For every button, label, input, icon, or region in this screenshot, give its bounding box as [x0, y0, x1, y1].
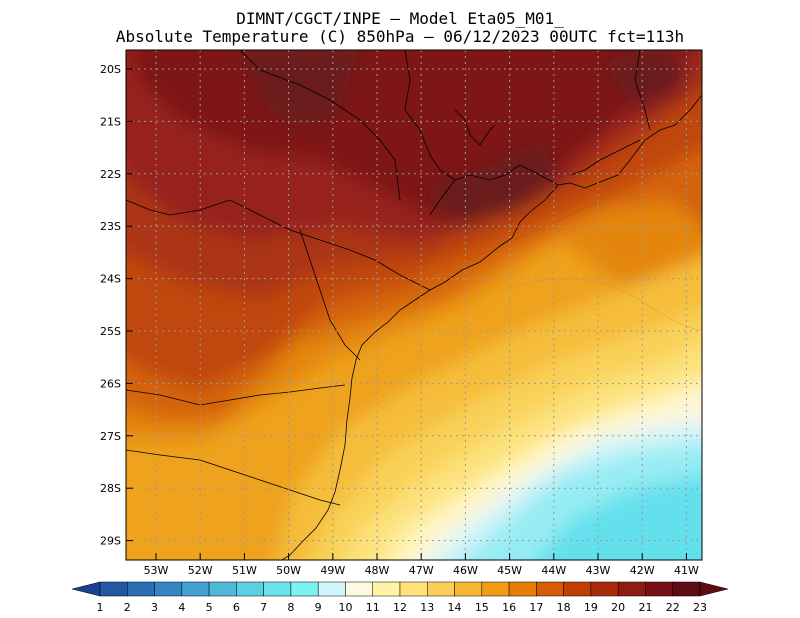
temperature-field	[126, 50, 702, 560]
borders-layer	[126, 50, 702, 560]
colorbar-label: 23	[693, 601, 707, 614]
colorbar-swatch	[563, 581, 592, 597]
colorbar-label: 2	[124, 601, 131, 614]
colorbar-swatch	[99, 581, 128, 597]
colorbar-swatch	[427, 581, 455, 597]
lat-label: 29S	[100, 535, 121, 548]
field-core-23-north	[242, 50, 359, 130]
colorbar-swatch	[617, 581, 646, 597]
colorbar-swatch	[317, 581, 346, 597]
colorbar-label: 10	[338, 601, 352, 614]
colorbar-swatch	[372, 581, 401, 597]
colorbar-upper-arrow	[699, 581, 729, 597]
colorbar-label: 22	[666, 601, 680, 614]
colorbar-label: 16	[502, 601, 516, 614]
colorbar-label: 6	[233, 601, 240, 614]
colorbar-label: 18	[557, 601, 571, 614]
lon-label: 47W	[409, 564, 434, 577]
grid-layer	[126, 50, 702, 560]
colorbar-label: 4	[178, 601, 185, 614]
colorbar-label: 12	[393, 601, 407, 614]
colorbar-swatch	[508, 581, 537, 597]
lat-label: 21S	[100, 115, 121, 128]
plot-frame	[125, 49, 703, 561]
colorbar-swatch	[672, 581, 701, 597]
lon-label: 42W	[630, 564, 655, 577]
lat-label: 28S	[100, 482, 121, 495]
state-border-pr-sp	[299, 229, 361, 361]
colorbar-swatch	[154, 581, 183, 597]
lat-label: 26S	[100, 377, 121, 390]
state-border-pr-sc	[126, 384, 346, 406]
state-border-sp-mg	[404, 50, 456, 181]
lon-label: 52W	[188, 564, 213, 577]
colorbar-swatch	[181, 581, 210, 597]
colorbar-label: 7	[260, 601, 267, 614]
chart-title-line-1: DIMNT/CGCT/INPE — Model Eta05_M01_	[236, 9, 564, 28]
colorbar-swatch	[645, 581, 673, 597]
lon-label: 44W	[541, 564, 566, 577]
colorbar-label: 14	[448, 601, 462, 614]
state-border-mg-es	[634, 50, 651, 131]
state-border-sc-rs	[126, 449, 341, 506]
colorbar-swatch	[263, 581, 292, 597]
colorbar-label: 3	[151, 601, 158, 614]
colorbar-swatch	[536, 581, 564, 597]
colorbar-label: 20	[611, 601, 625, 614]
colorbar-swatch	[454, 581, 483, 597]
coastline	[281, 94, 702, 560]
lat-label: 27S	[100, 430, 121, 443]
field-core-23-northeast	[600, 50, 680, 110]
lon-label: 46W	[453, 564, 478, 577]
colorbar-label: 17	[529, 601, 543, 614]
lon-label: 51W	[232, 564, 257, 577]
lon-label: 43W	[586, 564, 611, 577]
state-border-mg-rj	[569, 139, 641, 176]
colorbar-label: 15	[475, 601, 489, 614]
colorbar-swatch	[290, 581, 319, 597]
lon-label: 53W	[144, 564, 169, 577]
lat-label: 23S	[100, 220, 121, 233]
colorbar-swatch	[236, 581, 264, 597]
state-border-sp-rj	[429, 164, 559, 216]
colorbar-swatch	[590, 581, 619, 597]
state-border-ms-pr	[126, 199, 431, 291]
lon-label: 49W	[320, 564, 345, 577]
colorbar-label: 5	[206, 601, 213, 614]
colorbar: 1 2 3 4 5 6 7 8 9 10 11 12 13 14 15 16 17 18 19 20 21 22 23	[71, 581, 729, 614]
lon-label: 45W	[497, 564, 522, 577]
contour-13	[359, 364, 702, 560]
field-band-8	[536, 474, 702, 560]
chart-title-line-2: Absolute Temperature (C) 850hPa — 06/12/…	[115, 27, 685, 46]
latitude-axis: 20S 21S 22S 23S 24S 25S 26S 27S 28S 29S	[100, 63, 121, 548]
lat-label: 25S	[100, 325, 121, 338]
colorbar-label: 9	[315, 601, 322, 614]
lon-label: 41W	[674, 564, 699, 577]
state-border-ms-sp	[239, 50, 401, 201]
lat-label: 24S	[100, 273, 121, 286]
reservoir-outline	[454, 109, 496, 146]
lon-label: 50W	[276, 564, 301, 577]
colorbar-label: 11	[366, 601, 380, 614]
colorbar-swatch	[481, 581, 510, 597]
contour-19	[126, 149, 702, 332]
colorbar-label: 19	[584, 601, 598, 614]
colorbar-label: 1	[97, 601, 104, 614]
field-core-23-east	[420, 140, 560, 225]
colorbar-swatch	[399, 581, 428, 597]
colorbar-swatch	[208, 581, 237, 597]
axis-ticks	[126, 68, 687, 560]
colorbar-swatch	[127, 581, 155, 597]
lat-label: 22S	[100, 168, 121, 181]
lon-label: 48W	[365, 564, 390, 577]
lat-label: 20S	[100, 63, 121, 76]
colorbar-swatch	[345, 581, 373, 597]
colorbar-lower-arrow	[71, 581, 101, 597]
colorbar-label: 8	[287, 601, 294, 614]
longitude-axis: 53W 52W 51W 50W 49W 48W 47W 46W 45W 44W 43W 42W 41W	[144, 564, 699, 577]
colorbar-label: 21	[638, 601, 652, 614]
colorbar-label: 13	[420, 601, 434, 614]
contour-17	[126, 278, 702, 424]
